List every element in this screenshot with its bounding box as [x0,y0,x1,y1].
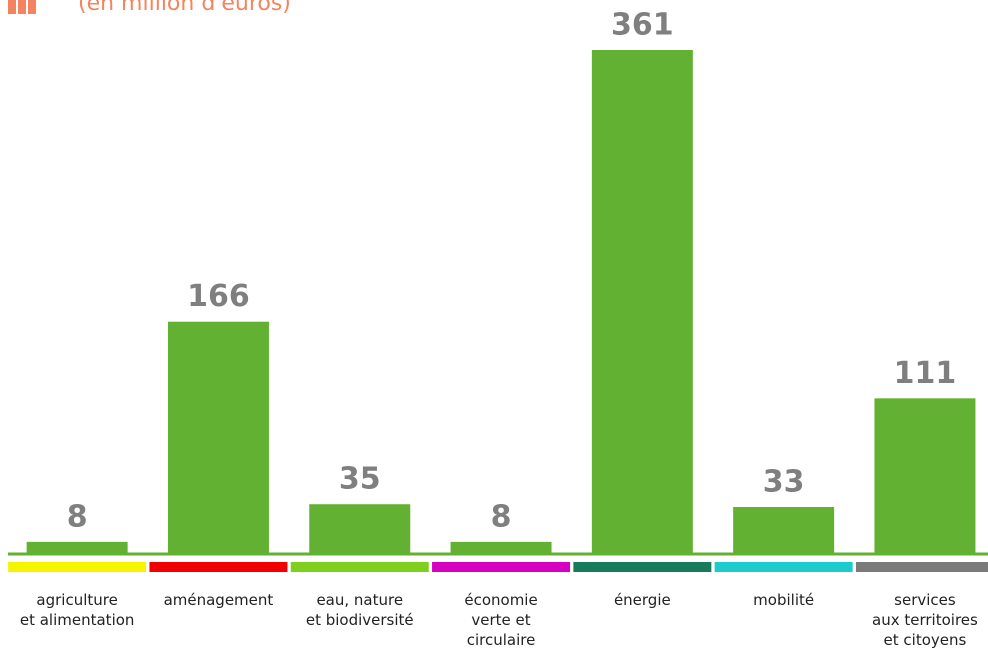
category-strip [855,562,988,572]
x-tick-label: aménagement [164,591,274,609]
bar [167,321,269,553]
value-label: 8 [491,499,512,534]
category-strip [8,562,147,572]
chart-icon [8,0,36,14]
value-label: 8 [67,499,88,534]
x-tick-label: mobilité [753,591,814,609]
bar [26,541,128,553]
category-strip [714,562,853,572]
bar [733,507,835,553]
bar [874,398,976,553]
x-tick-label: eau, nature et biodiversité [306,591,414,629]
value-label: 361 [611,8,674,43]
x-tick-label: énergie [614,591,671,609]
value-label: 166 [187,279,250,314]
category-strip [573,562,712,572]
category-strip [432,562,571,572]
category-strip [149,562,288,572]
chart-subtitle: (en million d'euros) [78,0,291,16]
x-tick-label: agriculture et alimentation [20,591,135,629]
bar [309,504,411,553]
value-label: 33 [763,465,805,500]
value-label: 111 [894,356,957,391]
x-tick-label: économie verte et circulaire [464,591,537,649]
category-strip [290,562,429,572]
bar [450,541,552,553]
value-label: 35 [339,462,381,497]
x-tick-label: services aux territoires et citoyens [872,591,978,649]
bar [591,50,693,553]
